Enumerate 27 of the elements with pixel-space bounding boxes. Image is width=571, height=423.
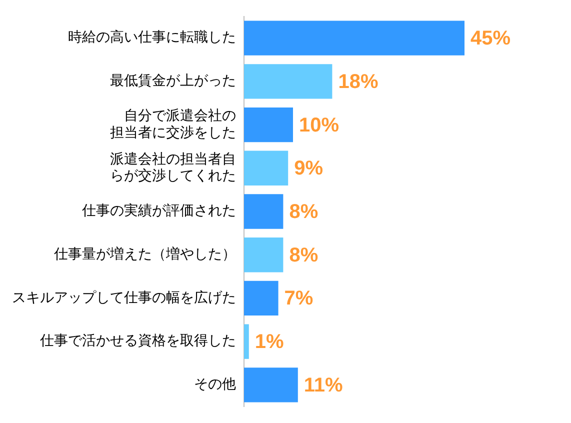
- data-label: 10%: [299, 114, 340, 136]
- bar: [244, 238, 284, 272]
- bar: [244, 150, 288, 186]
- y-tick-label: 時給の高い仕事に転職した: [68, 30, 236, 46]
- y-tick-label: 最低賃金が上がった: [110, 73, 236, 90]
- data-label: 45%: [470, 28, 511, 50]
- bar: [244, 280, 278, 316]
- bar: [244, 20, 464, 56]
- bar: [244, 107, 293, 142]
- y-tick-label: 仕事の実績が評価された: [81, 203, 236, 220]
- data-label: 11%: [304, 374, 344, 396]
- data-label: 7%: [284, 288, 314, 310]
- y-tick-label: 派遣会社の担当者自らが交渉してくれた: [110, 151, 236, 184]
- data-label: 8%: [289, 244, 318, 266]
- y-tick-label: 仕事量が増えた（増やした）: [53, 245, 236, 262]
- y-tick-label: その他: [194, 376, 236, 393]
- data-label: 18%: [338, 70, 378, 93]
- y-tick-label: 自分で派遣会社の担当者に交渉をした: [110, 108, 236, 141]
- data-label: 8%: [289, 201, 318, 224]
- data-label: 9%: [294, 158, 324, 180]
- bar: [244, 194, 284, 229]
- y-tick-label: スキルアップして仕事の幅を広げた: [12, 290, 236, 306]
- y-tick-label: 仕事で活かせる資格を取得した: [39, 333, 236, 350]
- data-label: 1%: [254, 331, 284, 354]
- bar: [244, 324, 249, 359]
- bar: [244, 368, 298, 402]
- bar: [244, 64, 332, 99]
